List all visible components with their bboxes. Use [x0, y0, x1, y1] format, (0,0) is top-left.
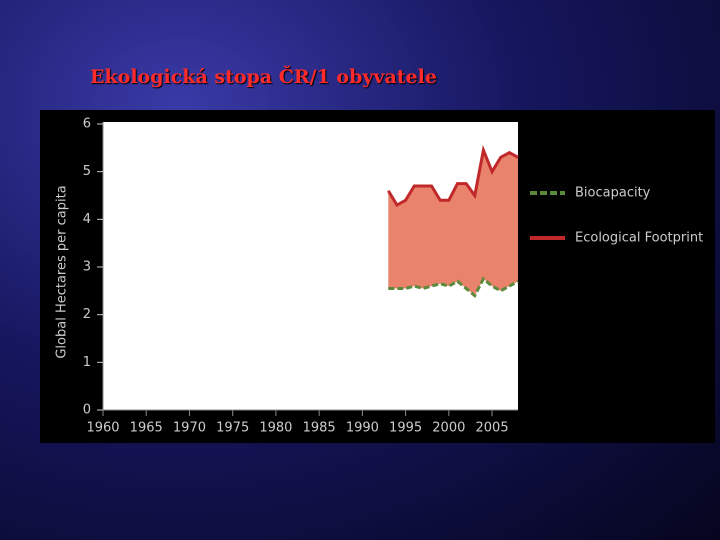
y-tick-label: 0 [83, 403, 91, 418]
y-tick-label: 4 [83, 212, 91, 227]
series-line [387, 144, 519, 208]
x-tick-label: 1995 [389, 421, 422, 436]
x-tick-label: 1965 [130, 421, 163, 436]
x-tick-label: 1975 [216, 421, 249, 436]
y-axis-label: Global Hectares per capita [55, 185, 70, 358]
legend-label: Ecological Footprint [575, 231, 703, 246]
x-tick-label: 1970 [173, 421, 206, 436]
series-line [388, 276, 519, 298]
y-tick-label: 5 [83, 164, 91, 179]
y-tick-label: 6 [83, 117, 91, 132]
x-tick-label: 1980 [259, 421, 292, 436]
x-tick-label: 2005 [476, 421, 509, 436]
slide-title: Ekologická stopa ČR/1 obyvatele [90, 66, 437, 88]
legend-label: Biocapacity [575, 186, 651, 201]
y-tick-label: 2 [83, 307, 91, 322]
x-tick-label: 1990 [346, 421, 379, 436]
y-tick-label: 3 [83, 260, 91, 275]
x-tick-label: 2000 [432, 421, 465, 436]
x-tick-label: 1960 [86, 421, 119, 436]
x-tick-label: 1985 [303, 421, 336, 436]
y-tick-label: 1 [83, 355, 91, 370]
